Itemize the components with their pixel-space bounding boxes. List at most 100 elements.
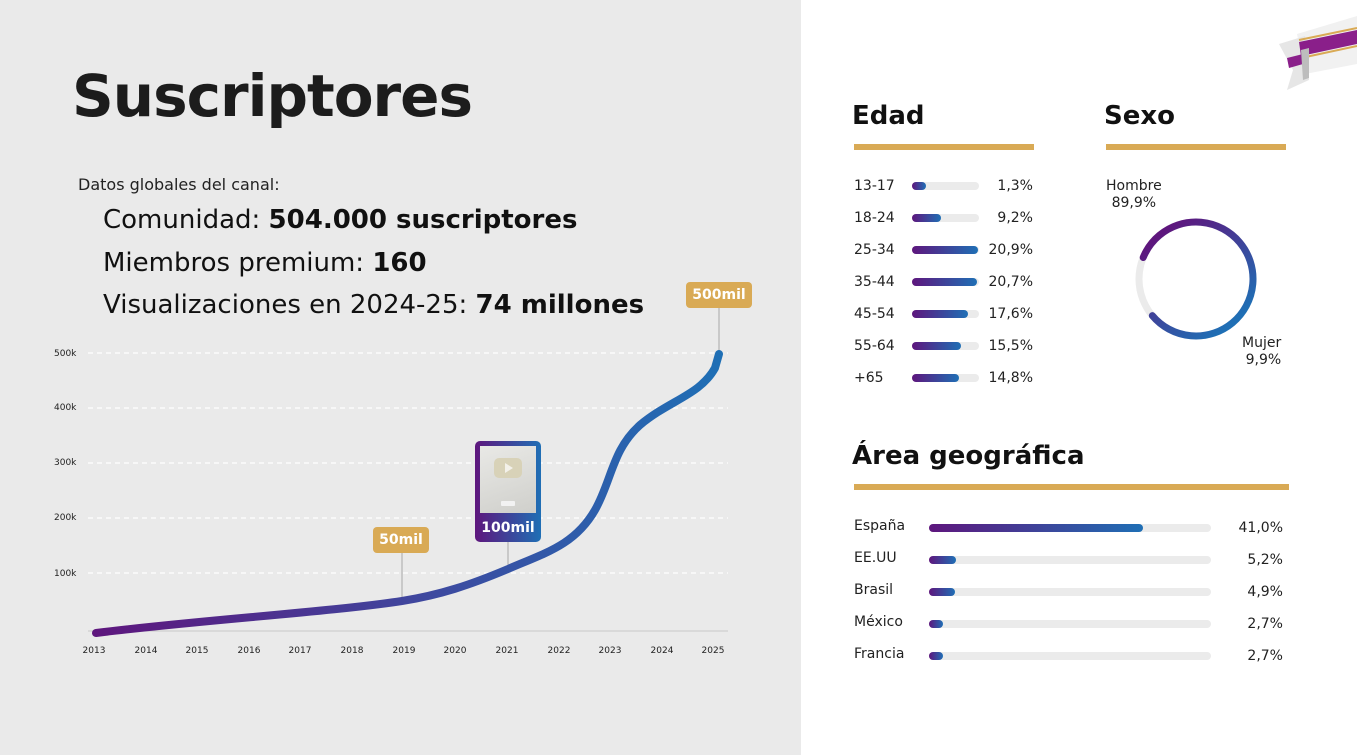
age-row-value: 9,2%	[997, 210, 1033, 226]
subscriber-curve	[92, 350, 723, 637]
subscribers-line-chart	[88, 307, 728, 637]
age-bar-track	[912, 278, 979, 286]
y-tick-500k: 500k	[54, 349, 77, 359]
geo-bar-track	[929, 524, 1211, 532]
geo-row-label: México	[854, 614, 903, 630]
subtitle: Datos globales del canal:	[78, 175, 280, 194]
geo-divider	[854, 484, 1289, 490]
x-tick-2022: 2022	[547, 646, 571, 656]
youtube-silver-play-button-icon	[480, 446, 536, 513]
age-bar-fill	[912, 278, 977, 286]
female-value: 9,9%	[1245, 352, 1282, 368]
male-label-text: Hombre	[1106, 178, 1162, 194]
stat-premium-members: Miembros premium: 160	[103, 248, 427, 278]
x-tick-2019: 2019	[392, 646, 416, 656]
milestone-plaque-100k: 100mil	[475, 441, 541, 542]
age-bar-track	[912, 246, 979, 254]
geo-row-label: EE.UU	[854, 550, 897, 566]
geo-row-label: Francia	[854, 646, 905, 662]
age-bar-fill	[912, 182, 926, 190]
age-bar-track	[912, 342, 979, 350]
geo-row-label: España	[854, 518, 906, 534]
x-tick-2021: 2021	[495, 646, 519, 656]
geo-row-value: 4,9%	[1247, 584, 1283, 600]
age-row-value: 20,7%	[988, 274, 1033, 290]
geo-bar-track	[929, 556, 1211, 564]
milestone-badge-500k: 500mil	[686, 282, 752, 308]
age-row-label: 55-64	[854, 338, 895, 354]
ribbon-decoration-icon	[1279, 16, 1357, 90]
right-panel: Edad 13-17 1,3% 18-24 9,2% 25-34 20,9%	[801, 0, 1357, 755]
stat-value: 160	[372, 248, 427, 278]
geo-bar-fill	[929, 556, 956, 564]
age-row-label: 35-44	[854, 274, 895, 290]
age-bar-track	[912, 214, 979, 222]
age-row-label: 18-24	[854, 210, 895, 226]
geo-bar-track	[929, 652, 1211, 660]
youtube-logo-icon	[501, 501, 515, 506]
left-panel: Suscriptores Datos globales del canal: C…	[0, 0, 801, 755]
geo-bar-fill	[929, 588, 955, 596]
x-tick-2016: 2016	[237, 646, 261, 656]
milestone-badge-50k: 50mil	[373, 527, 429, 553]
age-row-label: 13-17	[854, 178, 895, 194]
geo-section-title: Área geográfica	[852, 441, 1085, 471]
age-bar-track	[912, 310, 979, 318]
age-row-label: 25-34	[854, 242, 895, 258]
x-tick-2017: 2017	[288, 646, 312, 656]
sex-section-title: Sexo	[1104, 101, 1175, 131]
geo-bar-fill	[929, 652, 943, 660]
geo-bar-track	[929, 588, 1211, 596]
x-tick-2014: 2014	[134, 646, 158, 656]
x-tick-2013: 2013	[82, 646, 106, 656]
age-row-value: 1,3%	[997, 178, 1033, 194]
age-row-label: +65	[854, 370, 884, 386]
x-tick-2023: 2023	[598, 646, 622, 656]
geo-row-label: Brasil	[854, 582, 894, 598]
geo-row-value: 2,7%	[1247, 616, 1283, 632]
geo-bar-fill	[929, 620, 943, 628]
x-tick-2024: 2024	[650, 646, 674, 656]
sex-divider	[1106, 144, 1286, 150]
age-row-value: 14,8%	[988, 370, 1033, 386]
y-tick-400k: 400k	[54, 403, 77, 413]
geo-bar-track	[929, 620, 1211, 628]
milestone-leaders	[401, 307, 720, 600]
geo-row-value: 5,2%	[1247, 552, 1283, 568]
geo-row-value: 2,7%	[1247, 648, 1283, 664]
age-bar-track	[912, 374, 979, 382]
age-bar-fill	[912, 310, 968, 318]
x-tick-2015: 2015	[185, 646, 209, 656]
page-title: Suscriptores	[72, 62, 473, 130]
milestone-label: 100mil	[481, 520, 535, 536]
stat-value: 504.000 suscriptores	[268, 205, 578, 235]
y-tick-100k: 100k	[54, 569, 77, 579]
male-label: Hombre 89,9%	[1106, 178, 1162, 212]
stat-label: Comunidad:	[103, 205, 269, 235]
x-tick-2025: 2025	[701, 646, 725, 656]
stat-label: Visualizaciones en 2024-25:	[103, 290, 476, 320]
y-tick-300k: 300k	[54, 458, 77, 468]
male-value: 89,9%	[1111, 195, 1157, 211]
age-section-title: Edad	[852, 101, 925, 131]
stat-community: Comunidad: 504.000 suscriptores	[103, 205, 577, 235]
geo-row-value: 41,0%	[1238, 520, 1283, 536]
female-label: Mujer 9,9%	[1242, 335, 1281, 369]
y-tick-200k: 200k	[54, 513, 77, 523]
geo-bar-fill	[929, 524, 1143, 532]
age-bar-track	[912, 182, 979, 190]
age-bar-fill	[912, 342, 961, 350]
age-row-label: 45-54	[854, 306, 895, 322]
stat-label: Miembros premium:	[103, 248, 373, 278]
gridlines	[88, 352, 728, 574]
age-row-value: 20,9%	[988, 242, 1033, 258]
age-row-value: 15,5%	[988, 338, 1033, 354]
play-icon	[494, 458, 522, 478]
age-bar-fill	[912, 214, 941, 222]
age-bar-fill	[912, 374, 959, 382]
stat-value: 74 millones	[475, 290, 645, 320]
x-tick-2020: 2020	[443, 646, 467, 656]
stat-views: Visualizaciones en 2024-25: 74 millones	[103, 290, 644, 320]
age-divider	[854, 144, 1034, 150]
female-label-text: Mujer	[1242, 335, 1282, 351]
